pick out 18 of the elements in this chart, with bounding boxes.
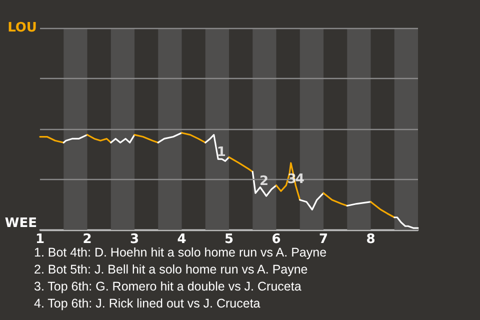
annotation: 1 xyxy=(216,144,226,160)
x-tick-label: 6 xyxy=(272,232,281,247)
text: 1. Bot 4th: D. Hoehn hit a solo home run vs A. Payne xyxy=(34,246,327,260)
text: 4. Top 6th: J. Rick lined out vs J. Cruceta xyxy=(34,296,260,310)
x-tick-label: 5 xyxy=(224,232,234,247)
ref-line-label: WEE xyxy=(4,216,37,231)
annotation: 4 xyxy=(295,172,304,187)
x-tick-label: 3 xyxy=(130,232,140,247)
text: 2. Bot 5th: J. Bell hit a solo home run vs A. Payne xyxy=(34,262,308,276)
x-tick-label: 2 xyxy=(82,232,92,247)
text: 3. Top 6th: G. Romero hit a double vs J. Cruceta xyxy=(34,280,302,294)
ref-line-label: LOU xyxy=(8,20,37,36)
x-tick-label: 8 xyxy=(366,232,376,247)
annotation: 3 xyxy=(287,172,296,187)
x-tick-label: 1 xyxy=(35,232,45,247)
x-tick-label: 7 xyxy=(318,232,328,247)
annotation: 2 xyxy=(259,174,268,189)
x-tick-label: 4 xyxy=(177,232,186,247)
